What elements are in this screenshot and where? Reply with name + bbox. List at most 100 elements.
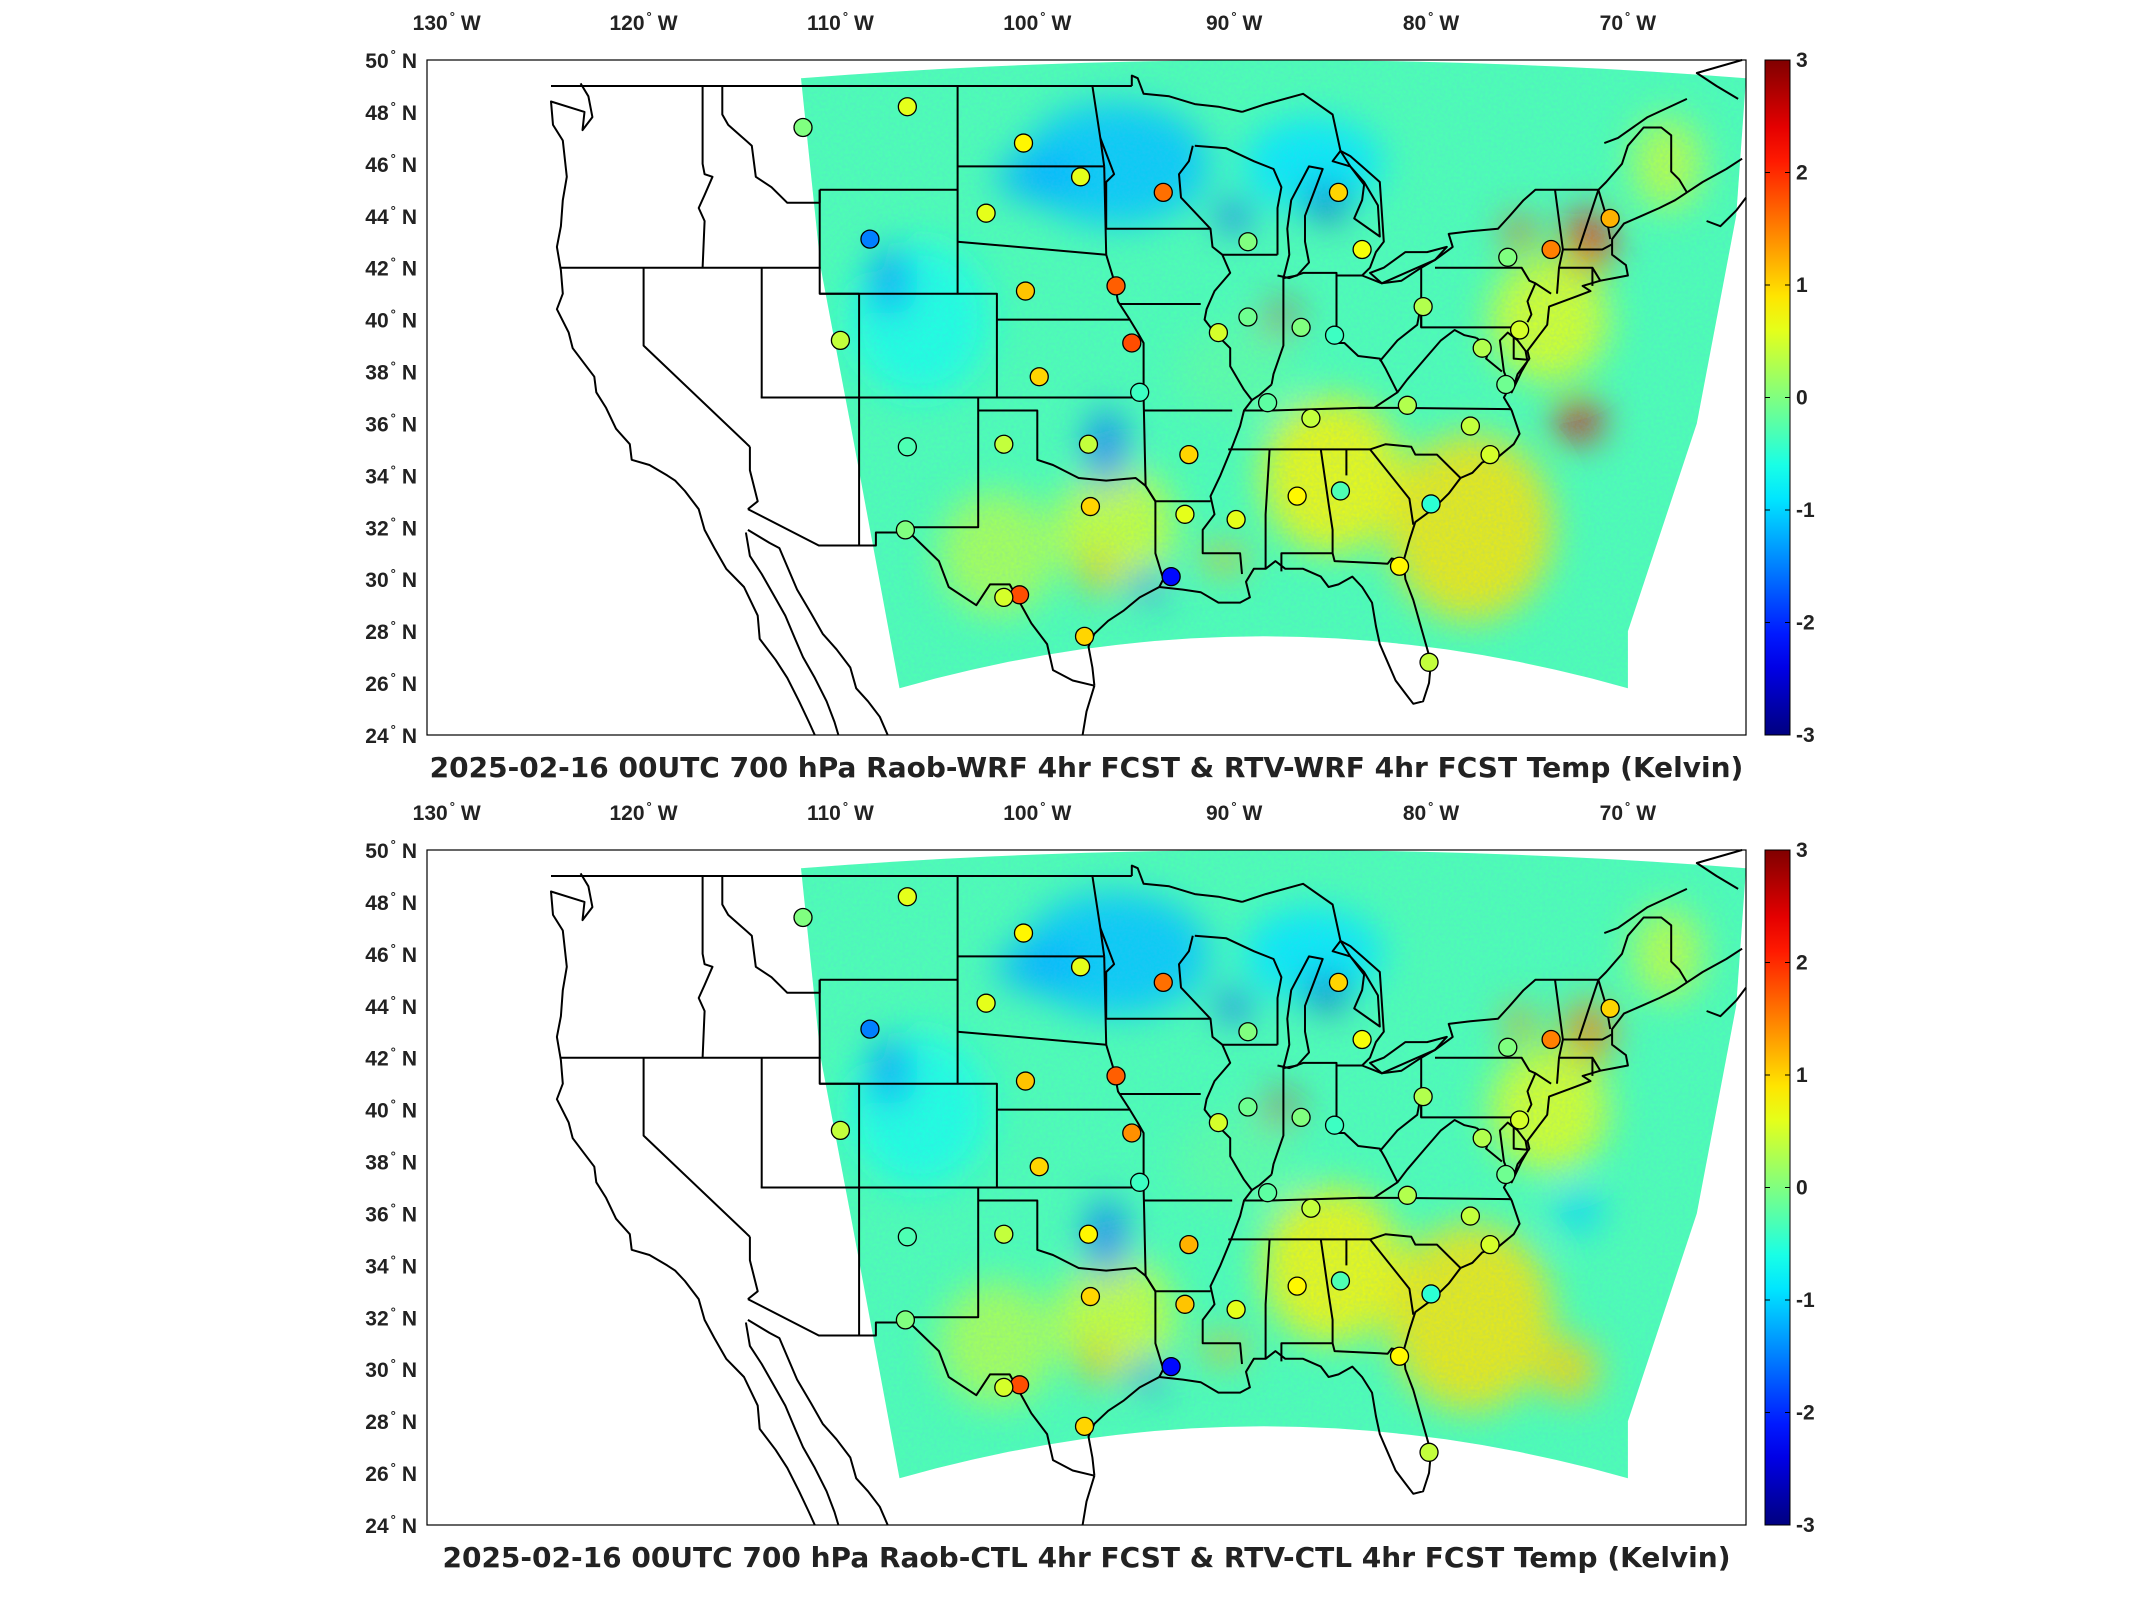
raob-station-marker: [1175, 1294, 1195, 1314]
raob-station-marker: [1330, 1271, 1351, 1291]
raob-station-marker: [793, 117, 813, 138]
lon-tick-label: 100 ° W: [1003, 799, 1071, 825]
lat-tick-label: 30 ° N: [365, 1356, 417, 1382]
raob-station-marker: [1015, 1071, 1036, 1091]
raob-station-marker: [1153, 182, 1173, 203]
lat-tick-label: 42 ° N: [365, 255, 417, 281]
raob-station-marker: [1009, 1375, 1030, 1395]
raob-station-marker: [1153, 972, 1173, 993]
lat-tick-label: 24 ° N: [365, 722, 417, 748]
raob-station-marker: [976, 993, 996, 1013]
colorbar-tick-label: 0: [1796, 1177, 1808, 1200]
lon-tick-label: 90 ° W: [1206, 9, 1263, 35]
raob-station-marker: [1541, 1029, 1561, 1050]
colorbar-tick-label: 1: [1796, 1064, 1808, 1087]
raob-station-marker: [1541, 239, 1561, 260]
raob-station-marker: [1328, 972, 1349, 993]
lat-tick-label: 40 ° N: [365, 1097, 417, 1123]
raob-station-marker: [1496, 374, 1516, 395]
raob-station-marker: [1397, 395, 1418, 415]
raob-station-marker: [1029, 1157, 1049, 1177]
colorbar-tick-label: -2: [1796, 612, 1815, 635]
raob-station-marker: [1078, 434, 1099, 454]
boundary-lines: [550, 59, 1747, 736]
raob-station-marker: [1413, 296, 1433, 317]
map-panel-top: 130 ° W 120 ° W 110 ° W 100 ° W 90 ° W 80 ° W 70 ° W 50 ° N 48 ° N…: [365, 9, 1815, 784]
lat-tick-label: 38 ° N: [365, 1149, 417, 1175]
raob-station-marker: [1070, 167, 1091, 187]
lat-tick-label: 26 ° N: [365, 670, 417, 696]
raob-station-marker: [1238, 307, 1258, 327]
lat-tick-label: 50 ° N: [365, 837, 417, 863]
raob-station-marker: [1287, 486, 1307, 506]
raob-station-marker: [1175, 504, 1195, 524]
lat-tick-label: 48 ° N: [365, 99, 417, 125]
raob-station-marker: [1208, 322, 1229, 343]
lat-tick-label: 50 ° N: [365, 47, 417, 73]
raob-station-marker: [1460, 416, 1481, 436]
raob-station-marker: [1496, 1164, 1516, 1185]
lon-tick-label: 80 ° W: [1403, 799, 1460, 825]
raob-station-marker: [1257, 393, 1278, 413]
raob-station-marker: [897, 97, 918, 117]
colorbar-tick-label: -2: [1796, 1402, 1815, 1425]
raob-station-marker: [1074, 1416, 1095, 1436]
raob-station-marker: [1015, 281, 1036, 301]
colorbar-tick-label: -1: [1796, 499, 1815, 522]
colorbar-tick-label: -3: [1796, 724, 1815, 747]
raob-station-marker: [1013, 923, 1034, 943]
raob-station-marker: [1287, 1276, 1307, 1296]
raob-station-marker: [1238, 1097, 1258, 1117]
lat-tick-label: 26 ° N: [365, 1460, 417, 1486]
raob-station-marker: [1009, 585, 1030, 605]
raob-station-marker: [897, 1227, 918, 1247]
raob-station-marker: [1419, 1442, 1439, 1462]
raob-station-marker: [1301, 408, 1321, 428]
raob-station-marker: [1238, 232, 1258, 252]
colorbar-tick-label: 2: [1796, 952, 1808, 975]
raob-station-marker: [1080, 1286, 1101, 1307]
map-panel-svg: 130 ° W 120 ° W 110 ° W 100 ° W 90 ° W 80 ° W 70 ° W 50 ° N 48 ° N…: [365, 9, 1815, 784]
raob-station-marker: [793, 907, 813, 928]
map-frame: [426, 59, 1747, 736]
raob-station-marker: [1161, 1356, 1181, 1377]
raob-station-marker: [1179, 1234, 1199, 1255]
raob-station-marker: [1509, 1110, 1530, 1130]
raob-station-marker: [1130, 1172, 1150, 1192]
raob-station-marker: [895, 1310, 916, 1330]
raob-station-marker: [860, 1019, 880, 1039]
raob-station-marker: [1208, 1112, 1229, 1133]
colorbar-tick-label: 3: [1796, 49, 1808, 72]
lat-tick-label: 42 ° N: [365, 1045, 417, 1071]
lat-tick-label: 44 ° N: [365, 203, 417, 229]
raob-station-marker: [1130, 382, 1150, 402]
lon-tick-label: 100 ° W: [1003, 9, 1071, 35]
raob-station-marker: [994, 587, 1014, 608]
raob-station-marker: [1480, 1234, 1500, 1255]
lat-tick-label: 48 ° N: [365, 889, 417, 915]
colorbar-tick-label: -3: [1796, 1514, 1815, 1537]
colorbar-tick-label: -1: [1796, 1289, 1815, 1312]
lat-tick-label: 36 ° N: [365, 410, 417, 436]
raob-station-marker: [1324, 1115, 1345, 1135]
lon-tick-label: 70 ° W: [1600, 9, 1657, 35]
lon-tick-label: 130 ° W: [413, 9, 481, 35]
lat-tick-label: 28 ° N: [365, 618, 417, 644]
raob-station-marker: [1291, 1107, 1311, 1128]
raob-station-marker: [976, 203, 996, 223]
map-panel-svg: 130 ° W 120 ° W 110 ° W 100 ° W 90 ° W 80 ° W 70 ° W 50 ° N 48 ° N…: [365, 799, 1815, 1574]
raob-station-marker: [1122, 333, 1142, 353]
colorbar-tick-label: 1: [1796, 274, 1808, 297]
raob-station-marker: [1600, 208, 1620, 229]
lat-tick-label: 32 ° N: [365, 1304, 417, 1330]
raob-station-marker: [1498, 1037, 1518, 1057]
raob-station-marker: [1301, 1198, 1321, 1218]
raob-stations: [793, 97, 1620, 672]
raob-station-marker: [1074, 626, 1095, 646]
lat-tick-label: 38 ° N: [365, 359, 417, 385]
raob-station-marker: [1389, 556, 1410, 576]
lat-tick-label: 44 ° N: [365, 993, 417, 1019]
raob-station-marker: [1460, 1206, 1481, 1226]
raob-station-marker: [1600, 998, 1620, 1019]
lat-tick-label: 24 ° N: [365, 1512, 417, 1538]
